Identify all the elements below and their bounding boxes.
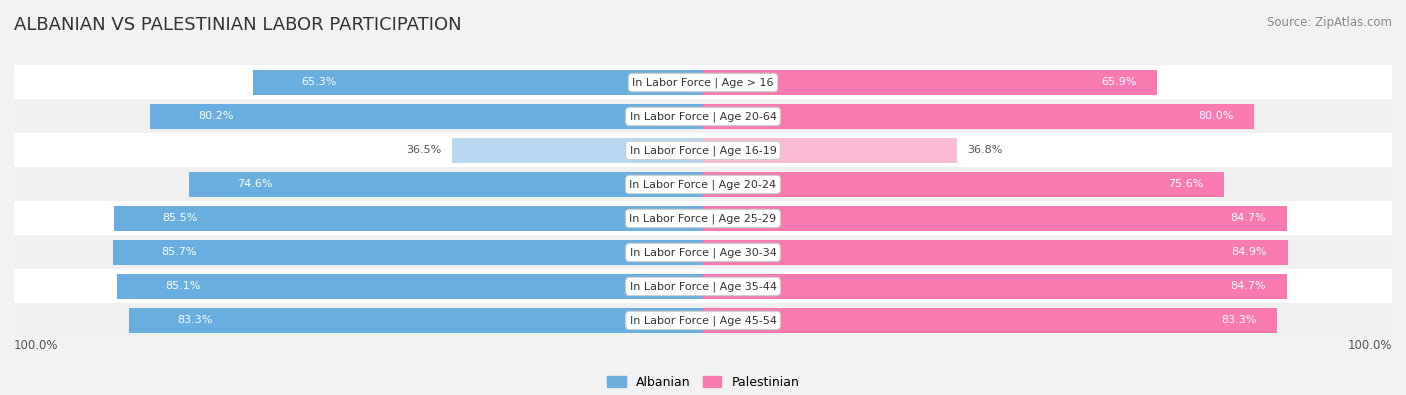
- Text: 85.5%: 85.5%: [162, 213, 198, 224]
- Text: 84.7%: 84.7%: [1230, 213, 1265, 224]
- Bar: [703, 172, 1223, 197]
- Bar: [14, 167, 1392, 201]
- Text: ALBANIAN VS PALESTINIAN LABOR PARTICIPATION: ALBANIAN VS PALESTINIAN LABOR PARTICIPAT…: [14, 16, 461, 34]
- Text: 85.7%: 85.7%: [160, 247, 197, 258]
- Bar: [703, 308, 1277, 333]
- Bar: [14, 66, 1392, 100]
- Text: 80.2%: 80.2%: [198, 111, 235, 122]
- Text: 65.3%: 65.3%: [301, 77, 336, 87]
- Text: 80.0%: 80.0%: [1198, 111, 1233, 122]
- Text: 100.0%: 100.0%: [14, 339, 59, 352]
- Text: 36.5%: 36.5%: [406, 145, 441, 156]
- Bar: [129, 308, 703, 333]
- Text: 84.7%: 84.7%: [1230, 281, 1265, 292]
- Text: 100.0%: 100.0%: [1347, 339, 1392, 352]
- Bar: [703, 70, 1157, 95]
- Bar: [117, 274, 703, 299]
- Bar: [253, 70, 703, 95]
- Bar: [188, 172, 703, 197]
- Text: In Labor Force | Age 20-24: In Labor Force | Age 20-24: [630, 179, 776, 190]
- Bar: [14, 100, 1392, 134]
- Text: 83.3%: 83.3%: [177, 316, 212, 325]
- Text: In Labor Force | Age 25-29: In Labor Force | Age 25-29: [630, 213, 776, 224]
- Bar: [14, 201, 1392, 235]
- Bar: [114, 206, 703, 231]
- Text: In Labor Force | Age 16-19: In Labor Force | Age 16-19: [630, 145, 776, 156]
- Bar: [703, 104, 1254, 129]
- Bar: [14, 303, 1392, 337]
- Text: 85.1%: 85.1%: [165, 281, 200, 292]
- Legend: Albanian, Palestinian: Albanian, Palestinian: [602, 371, 804, 394]
- Bar: [14, 134, 1392, 167]
- Bar: [703, 138, 956, 163]
- Text: In Labor Force | Age 45-54: In Labor Force | Age 45-54: [630, 315, 776, 325]
- Bar: [451, 138, 703, 163]
- Bar: [14, 235, 1392, 269]
- Text: In Labor Force | Age 30-34: In Labor Force | Age 30-34: [630, 247, 776, 258]
- Text: 65.9%: 65.9%: [1101, 77, 1136, 87]
- Text: Source: ZipAtlas.com: Source: ZipAtlas.com: [1267, 16, 1392, 29]
- Bar: [112, 240, 703, 265]
- Bar: [14, 269, 1392, 303]
- Text: 74.6%: 74.6%: [238, 179, 273, 190]
- Bar: [703, 274, 1286, 299]
- Bar: [150, 104, 703, 129]
- Bar: [703, 240, 1288, 265]
- Text: 84.9%: 84.9%: [1232, 247, 1267, 258]
- Text: In Labor Force | Age 20-64: In Labor Force | Age 20-64: [630, 111, 776, 122]
- Text: 75.6%: 75.6%: [1168, 179, 1204, 190]
- Bar: [703, 206, 1286, 231]
- Text: In Labor Force | Age 35-44: In Labor Force | Age 35-44: [630, 281, 776, 292]
- Text: In Labor Force | Age > 16: In Labor Force | Age > 16: [633, 77, 773, 88]
- Text: 83.3%: 83.3%: [1220, 316, 1256, 325]
- Text: 36.8%: 36.8%: [967, 145, 1002, 156]
